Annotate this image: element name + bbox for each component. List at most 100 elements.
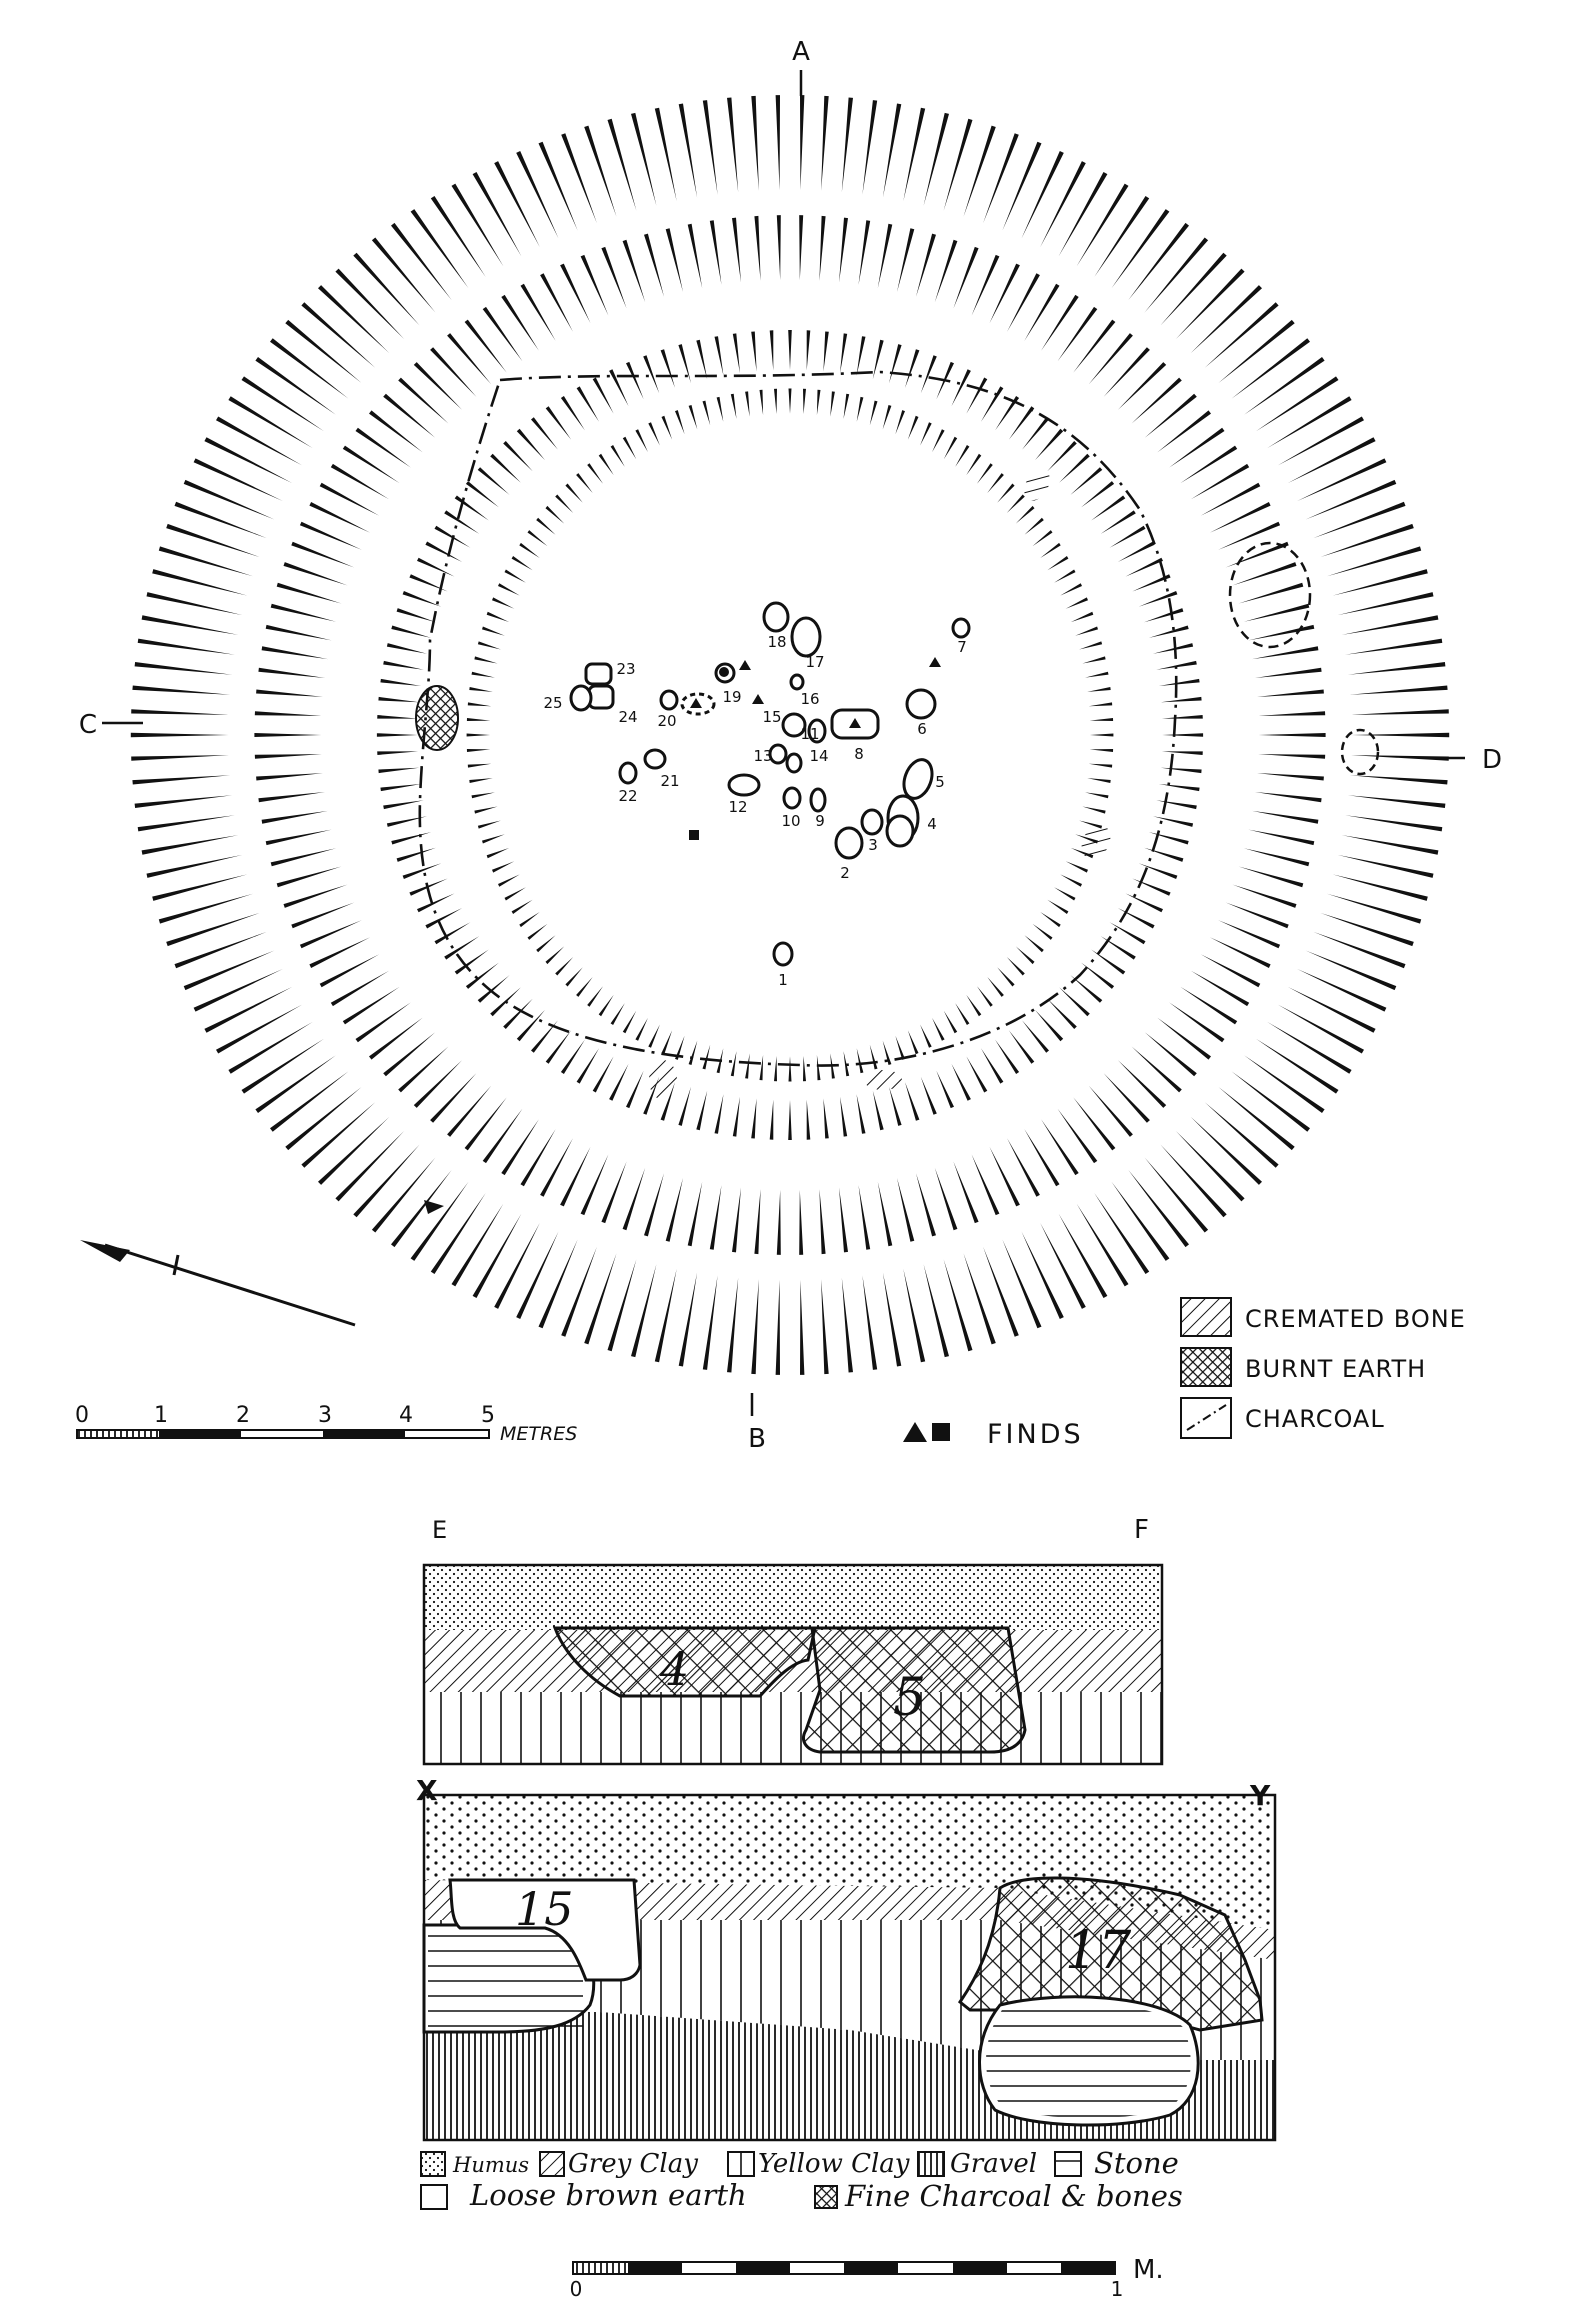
feature-label-4: 4 [927, 815, 937, 833]
feature-label-2: 2 [840, 864, 850, 882]
feature-25 [569, 684, 593, 712]
feature-7 [951, 617, 971, 639]
section-ef-feature-5 [802, 1626, 1027, 1754]
feature-16 [789, 673, 805, 691]
feature-2 [834, 826, 864, 860]
feature-22 [618, 761, 638, 785]
plan-scale-bar [76, 1429, 490, 1439]
section-marker-a: A [792, 37, 810, 67]
section-ef-humus [424, 1565, 1162, 1630]
outer-hollow-large [1228, 541, 1312, 649]
legend-label-cremated-bone: CREMATED BONE [1245, 1305, 1466, 1333]
feature-label-8: 8 [854, 745, 864, 763]
find-triangle [690, 698, 702, 708]
feature-23 [584, 662, 613, 686]
legend-swatch-burnt-earth [1180, 1347, 1232, 1387]
legend-label-loose-brown-earth: Loose brown earth [469, 2178, 747, 2212]
section-marker-b: B [748, 1424, 766, 1454]
legend-charcoal-line [1186, 1404, 1227, 1431]
section-ef-right-label: F [1134, 1515, 1149, 1545]
section-ef-label-5: 5 [893, 1668, 926, 1728]
legend-swatch-cremated-bone [1180, 1297, 1232, 1337]
legend-label-grey-clay: Grey Clay [568, 2149, 698, 2179]
feature-4b [885, 814, 915, 848]
section-ef-feature-4 [552, 1626, 817, 1698]
feature-24 [587, 684, 615, 710]
plan-scale-tick-3: 3 [318, 1403, 332, 1428]
feature-19-fill [719, 667, 729, 677]
cremated-bone-patch [1024, 469, 1050, 501]
find-triangle [929, 657, 941, 667]
plan-scale-tick-2: 2 [236, 1403, 250, 1428]
plan-legend: CREMATED BONE BURNT EARTH CHARCOAL [1180, 1297, 1466, 1439]
feature-label-3: 3 [868, 836, 878, 854]
feature-label-15: 15 [762, 708, 781, 726]
section-scale-tick-1: 1 [1111, 2277, 1124, 2298]
finds-square-icon [932, 1423, 950, 1441]
legend-label-burnt-earth: BURNT EARTH [1245, 1355, 1426, 1383]
feature-21 [643, 748, 667, 770]
feature-label-24: 24 [618, 708, 637, 726]
find-square [689, 830, 699, 840]
finds-label: FINDS [987, 1419, 1084, 1450]
feature-5 [902, 758, 934, 800]
legend-swatch-fine-charcoal-bones [814, 2185, 838, 2209]
feature-11 [785, 752, 803, 774]
burnt-earth-patch [415, 685, 459, 751]
feature-label-19: 19 [722, 688, 741, 706]
find-triangle [849, 718, 861, 728]
plan-scale-tick-0: 0 [75, 1403, 89, 1428]
feature-17 [790, 616, 822, 658]
legend-label-fine-charcoal-bones: Fine Charcoal & bones [844, 2179, 1183, 2213]
section-x-y: X Y 15 17 [416, 1774, 1277, 2142]
outer-hollow-small [1340, 728, 1380, 776]
section-ef-frame [422, 1563, 1164, 1766]
feature-14 [807, 718, 827, 744]
section-xy-stone-left-hatch [428, 1933, 583, 2029]
finds-triangle-icon [903, 1422, 927, 1442]
feature-18 [762, 601, 790, 633]
section-xy-stone-right-hatch [986, 2002, 1191, 2119]
legend-swatch-gravel [917, 2151, 945, 2177]
feature-13 [768, 743, 788, 765]
find-triangle [739, 660, 751, 670]
feature-label-13: 13 [753, 747, 772, 765]
section-xy-label-15: 15 [515, 1882, 574, 1936]
feature-label-10: 10 [781, 812, 800, 830]
feature-label-11: 11 [800, 725, 819, 743]
section-legend: Humus Grey Clay Yellow Clay Gravel Stone… [420, 2146, 1183, 2298]
cremated-bone-patch [1081, 825, 1111, 859]
section-xy-feature-15 [448, 1878, 642, 1982]
feature-labels: 1 2 3 4 5 6 7 8 9 10 11 12 13 14 15 16 1… [543, 633, 966, 989]
legend-label-stone: Stone [1094, 2146, 1179, 2180]
find-mark [424, 1200, 444, 1214]
find-triangle [752, 694, 764, 704]
plan-scale-unit: METRES [500, 1423, 577, 1445]
finds-markers [424, 657, 941, 1214]
section-marker-d: D [1482, 745, 1502, 775]
plan-scale-tick-5: 5 [481, 1403, 495, 1428]
legend-swatch-loose-brown-earth [420, 2184, 448, 2210]
legend-label-yellow-clay: Yellow Clay [758, 2149, 910, 2179]
section-scale-bar [572, 2261, 1116, 2275]
feature-label-7: 7 [957, 638, 967, 656]
section-marker-c: C [79, 710, 97, 740]
plan-scale-tick-4: 4 [399, 1403, 413, 1428]
feature-label-5: 5 [935, 773, 945, 791]
feature-label-12: 12 [728, 798, 747, 816]
section-scale-unit: M. [1133, 2255, 1164, 2285]
feature-9 [809, 787, 827, 813]
feature-6 [905, 688, 937, 720]
feature-label-23: 23 [616, 660, 635, 678]
cremated-bone-patch [649, 1060, 677, 1100]
feature-label-6: 6 [917, 720, 927, 738]
legend-label-charcoal: CHARCOAL [1245, 1405, 1385, 1433]
feature-label-22: 22 [618, 787, 637, 805]
feature-label-16: 16 [800, 690, 819, 708]
feature-label-9: 9 [815, 812, 825, 830]
section-ef-left-label: E [432, 1516, 447, 1544]
plan-scale-tick-1: 1 [154, 1403, 168, 1428]
legend-swatch-yellow-clay [727, 2151, 755, 2177]
barrow-plan: 1 2 3 4 5 6 7 8 9 10 11 12 13 14 15 16 1… [75, 37, 1502, 1454]
